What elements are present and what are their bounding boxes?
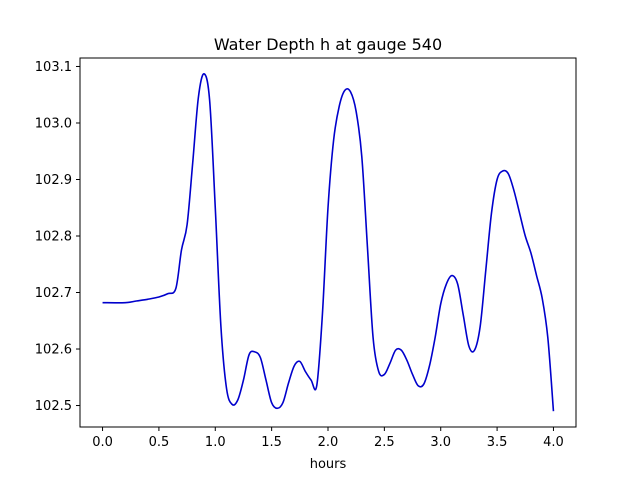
x-tick-label: 0.5: [149, 435, 170, 450]
x-axis: 0.0 0.5 1.0 1.5 2.0 2.5 3.0 3.5 4.0: [92, 427, 564, 450]
series-line: [102, 73, 555, 412]
y-tick-label: 103.0: [35, 116, 72, 131]
plot-frame: [79, 57, 577, 428]
y-tick-label: 102.5: [35, 399, 72, 414]
x-axis-label: hours: [310, 457, 347, 472]
x-tick-label: 1.0: [205, 435, 226, 450]
x-tick-label: 3.0: [430, 435, 451, 450]
y-tick-label: 103.1: [35, 60, 72, 75]
x-tick-label: 2.5: [374, 435, 395, 450]
plot-area: [80, 58, 576, 427]
y-axis: 102.5 102.6 102.7 102.8 102.9 103.0 103.1: [35, 60, 80, 414]
y-tick-label: 102.7: [35, 286, 72, 301]
y-tick-label: 102.9: [35, 173, 72, 188]
x-tick-label: 1.5: [261, 435, 282, 450]
x-tick-label: 4.0: [543, 435, 564, 450]
x-tick-label: 0.0: [92, 435, 113, 450]
y-tick-label: 102.8: [35, 230, 72, 245]
x-tick-label: 3.5: [487, 435, 508, 450]
chart-title: Water Depth h at gauge 540: [214, 35, 442, 54]
x-tick-label: 2.0: [318, 435, 339, 450]
y-tick-label: 102.6: [35, 343, 72, 358]
